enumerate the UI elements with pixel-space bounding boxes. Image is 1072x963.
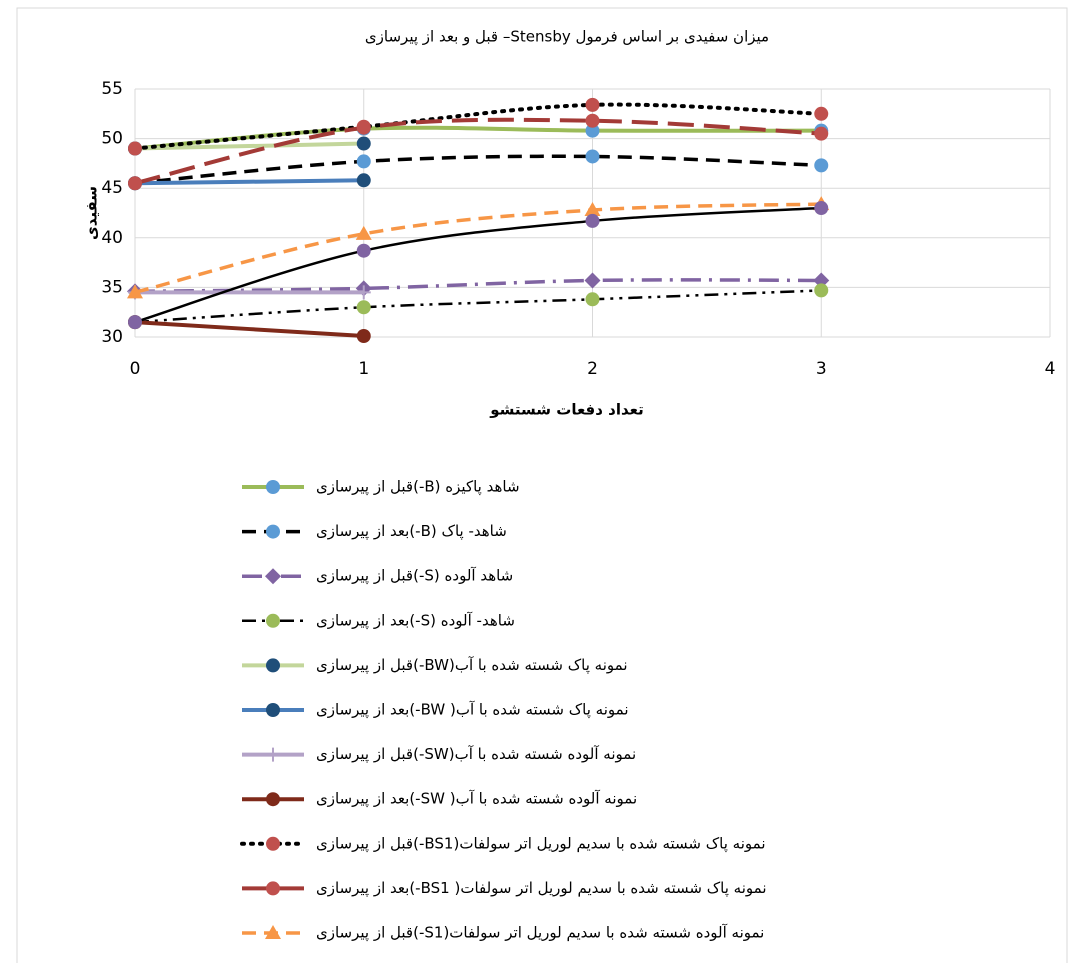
marker xyxy=(356,285,371,300)
x-axis-title: تعداد دفعات شستشو xyxy=(489,401,644,419)
y-tick-label: 50 xyxy=(101,129,123,149)
x-tick-label: 4 xyxy=(1045,359,1056,379)
series-line xyxy=(134,278,822,294)
marker xyxy=(356,154,371,169)
marker xyxy=(814,126,829,141)
x-tick-label: 3 xyxy=(816,359,827,379)
marker xyxy=(356,136,371,151)
marker xyxy=(584,272,601,289)
marker xyxy=(356,243,371,258)
y-tick-label: 40 xyxy=(101,228,123,248)
legend-label: شاهد آلوده (S-)قبل از پیرسازی xyxy=(316,567,513,586)
y-tick-label: 45 xyxy=(101,178,123,198)
legend-marker xyxy=(266,480,280,494)
legend-marker xyxy=(266,524,280,539)
marker xyxy=(584,202,601,217)
series-line xyxy=(134,117,822,186)
legend-marker xyxy=(266,881,280,896)
chart-border xyxy=(16,7,1068,963)
legend-marker xyxy=(266,658,280,673)
marker xyxy=(585,213,600,228)
marker xyxy=(814,201,829,216)
y-tick-label: 35 xyxy=(101,277,123,297)
legend-label: نمونه پاک شسته شده با سدیم لوریل اتر سول… xyxy=(316,879,767,898)
x-tick-label: 2 xyxy=(587,359,598,379)
chart-title: میزان سفیدی بر اساس فرمول Stensby– قبل و… xyxy=(365,28,769,47)
legend-marker xyxy=(265,568,281,585)
legend-label: نمونه پاک شسته شده با آب(BW-)قبل از پیرس… xyxy=(316,656,628,675)
series-line xyxy=(134,202,822,295)
y-tick-label: 55 xyxy=(101,79,123,99)
marker xyxy=(356,329,371,344)
legend-label: نمونه پاک شسته شده با آب( BW-)بعد از پیر… xyxy=(316,701,629,720)
marker xyxy=(128,141,142,156)
legend-label: شاهد پاکیزه (B-)قبل از پیرسازی xyxy=(316,478,520,497)
legend-label: نمونه آلوده شسته شده با آب(SW-)قبل از پی… xyxy=(316,745,636,764)
legend-label: نمونه آلوده شسته شده با سدیم لوریل اتر س… xyxy=(316,924,764,943)
legend-marker xyxy=(265,925,281,939)
series-line xyxy=(133,102,824,151)
legend-marker xyxy=(266,613,280,628)
y-axis-title: سفیدی xyxy=(83,186,101,240)
legend-marker xyxy=(266,703,280,717)
marker xyxy=(585,123,600,138)
legend-label: شاهد- آلوده (S-)بعد از پیرسازی xyxy=(316,611,515,630)
legend-marker xyxy=(266,836,280,851)
marker xyxy=(585,97,600,112)
x-tick-label: 1 xyxy=(358,359,369,379)
legend-label: شاهد- پاک (B-)بعد از پیرسازی xyxy=(316,522,507,541)
x-tick-label: 0 xyxy=(130,359,141,379)
legend-marker xyxy=(266,747,280,762)
legend-label: نمونه آلوده شسته شده با آب( SW-)بعد از پ… xyxy=(316,790,637,809)
marker xyxy=(585,292,600,307)
legend-marker xyxy=(266,792,280,807)
marker xyxy=(585,113,600,128)
legend-label: نمونه پاک شسته شده با سدیم لوریل اتر سول… xyxy=(316,834,766,853)
series-line xyxy=(134,206,822,324)
marker xyxy=(585,149,600,164)
marker xyxy=(356,300,371,315)
marker xyxy=(128,315,142,330)
marker xyxy=(128,176,142,191)
series-line xyxy=(134,289,822,324)
marker xyxy=(127,284,143,299)
series-line xyxy=(134,320,364,339)
marker xyxy=(814,283,829,298)
marker xyxy=(814,158,829,173)
series-line xyxy=(134,178,364,186)
marker xyxy=(356,120,371,135)
marker xyxy=(814,106,829,121)
marker xyxy=(813,272,830,289)
marker xyxy=(355,225,372,240)
series-line xyxy=(134,154,822,185)
y-tick-label: 30 xyxy=(101,327,123,347)
marker xyxy=(356,173,371,188)
